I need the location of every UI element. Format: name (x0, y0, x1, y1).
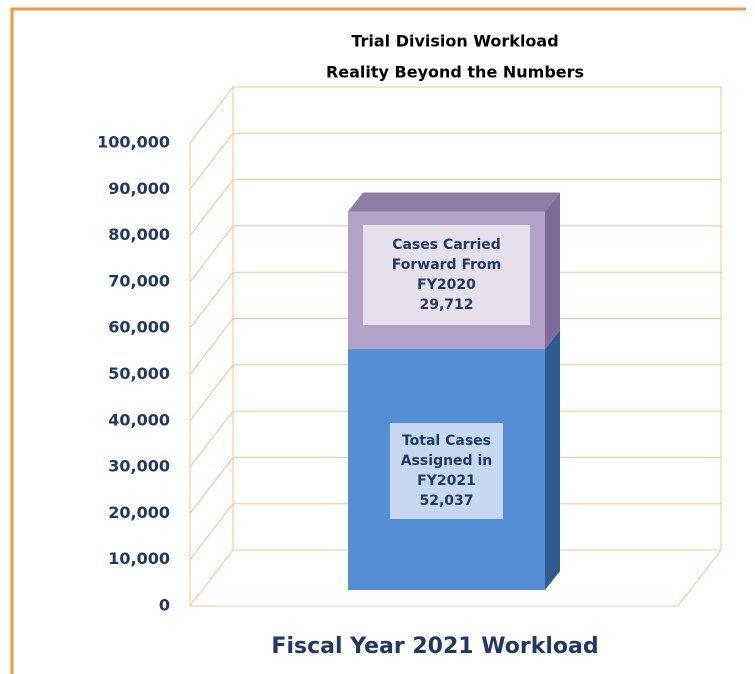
y-tick-label: 40,000 (108, 410, 170, 429)
bar-top (348, 192, 560, 212)
series-name: Cases Carried Forward From FY2020 (391, 237, 502, 293)
y-tick-label: 90,000 (108, 179, 170, 198)
y-tick-label: 50,000 (108, 364, 170, 383)
chart-title: Trial Division Workload (351, 32, 558, 51)
y-tick-label: 0 (159, 596, 170, 615)
grid-line (189, 86, 721, 144)
bar-side (545, 330, 560, 590)
series-name: Total Cases Assigned in FY2021 (400, 433, 493, 489)
chart-subtitle: Reality Beyond the Numbers (326, 63, 584, 82)
y-tick-label: 60,000 (108, 318, 170, 337)
y-tick-label: 100,000 (97, 133, 170, 152)
frame-border (10, 7, 746, 674)
data-label: 52,037 (419, 493, 474, 509)
y-tick-label: 20,000 (108, 503, 170, 522)
data-label: 29,712 (419, 297, 474, 313)
grid-line (189, 132, 721, 190)
bar-side (545, 192, 560, 350)
grid-line (189, 179, 721, 236)
y-tick-label: 80,000 (108, 225, 170, 244)
data-label-box: Total Cases Assigned in FY2021 52,037 (390, 423, 503, 519)
data-label-box: Cases Carried Forward From FY2020 29,712 (363, 225, 530, 325)
floor-edge (677, 549, 722, 607)
y-tick-label: 30,000 (108, 457, 170, 476)
y-tick-label: 70,000 (108, 271, 170, 290)
y-tick-label: 10,000 (108, 549, 170, 568)
x-axis-label: Fiscal Year 2021 Workload (271, 634, 598, 659)
